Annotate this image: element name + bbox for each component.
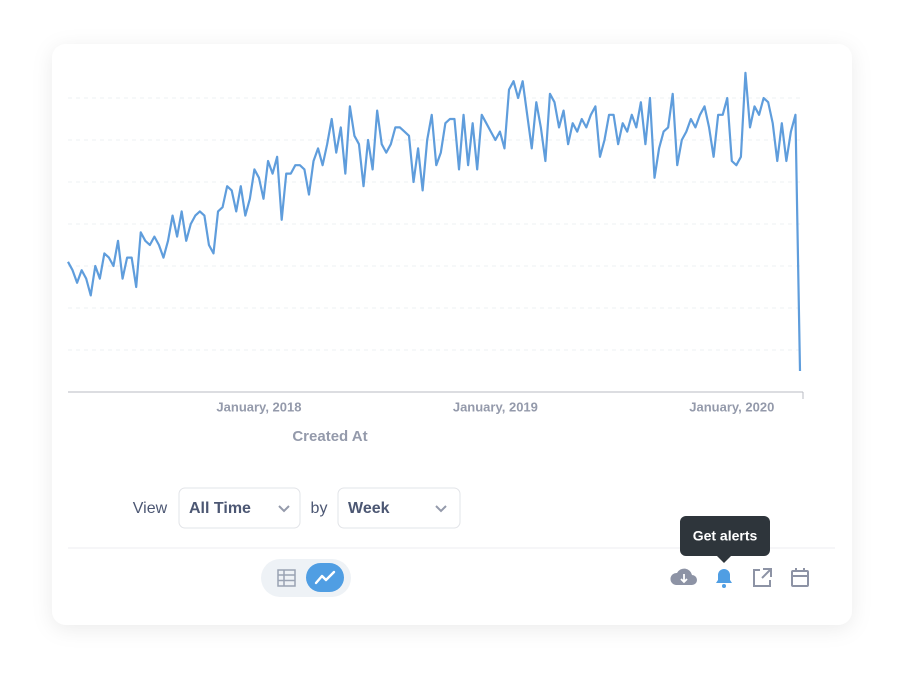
unit-select[interactable] [337, 487, 461, 529]
range-select[interactable] [178, 487, 301, 529]
chevron [278, 505, 290, 513]
tooltip-text: Get alerts [693, 528, 758, 544]
download-icon[interactable] [670, 568, 697, 585]
alert-icon[interactable] [716, 569, 732, 588]
x-tick-label: January, 2018 [216, 399, 301, 414]
tooltip [680, 516, 770, 556]
range-value: All Time [189, 500, 251, 517]
unit-value: Week [348, 500, 390, 517]
view-label: View [133, 500, 168, 517]
chevron [435, 505, 447, 513]
by-label: by [311, 500, 328, 517]
x-tick-label: January, 2020 [689, 399, 774, 414]
trend-icon [314, 570, 336, 585]
share-icon[interactable] [753, 568, 772, 587]
schedule-icon[interactable] [791, 568, 809, 587]
table-icon[interactable] [277, 569, 296, 587]
plot: January, 2018 January, 2019 January, 2020 [67, 71, 802, 414]
tooltip-arrow [717, 556, 731, 563]
x-axis-title: Created At [292, 428, 367, 445]
x-tick-label: January, 2019 [453, 399, 538, 414]
line [67, 71, 802, 372]
